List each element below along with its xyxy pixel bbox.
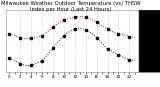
- Text: Milwaukee Weather Outdoor Temperature (vs) THSW Index per Hour (Last 24 Hours): Milwaukee Weather Outdoor Temperature (v…: [1, 1, 140, 12]
